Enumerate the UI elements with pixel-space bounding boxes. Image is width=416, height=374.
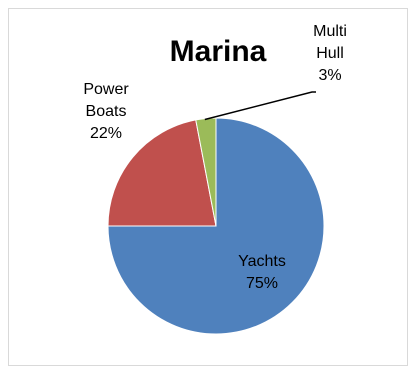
pie-slice-power-boats	[107, 119, 217, 227]
leader-line-multi-hull	[204, 91, 316, 121]
pie-slices	[107, 117, 325, 335]
pie-slice-yachts	[107, 117, 325, 335]
pie-label-yachts: Yachts 75%	[238, 253, 286, 292]
chart-title: Marina	[170, 35, 267, 68]
pie-label-power-boats: Power Boats 22%	[83, 81, 129, 142]
pie-labels: Yachts 75% Power Boats 22% Multi Hull 3%	[83, 23, 347, 292]
pie-label-multi-hull: Multi Hull 3%	[313, 23, 347, 84]
